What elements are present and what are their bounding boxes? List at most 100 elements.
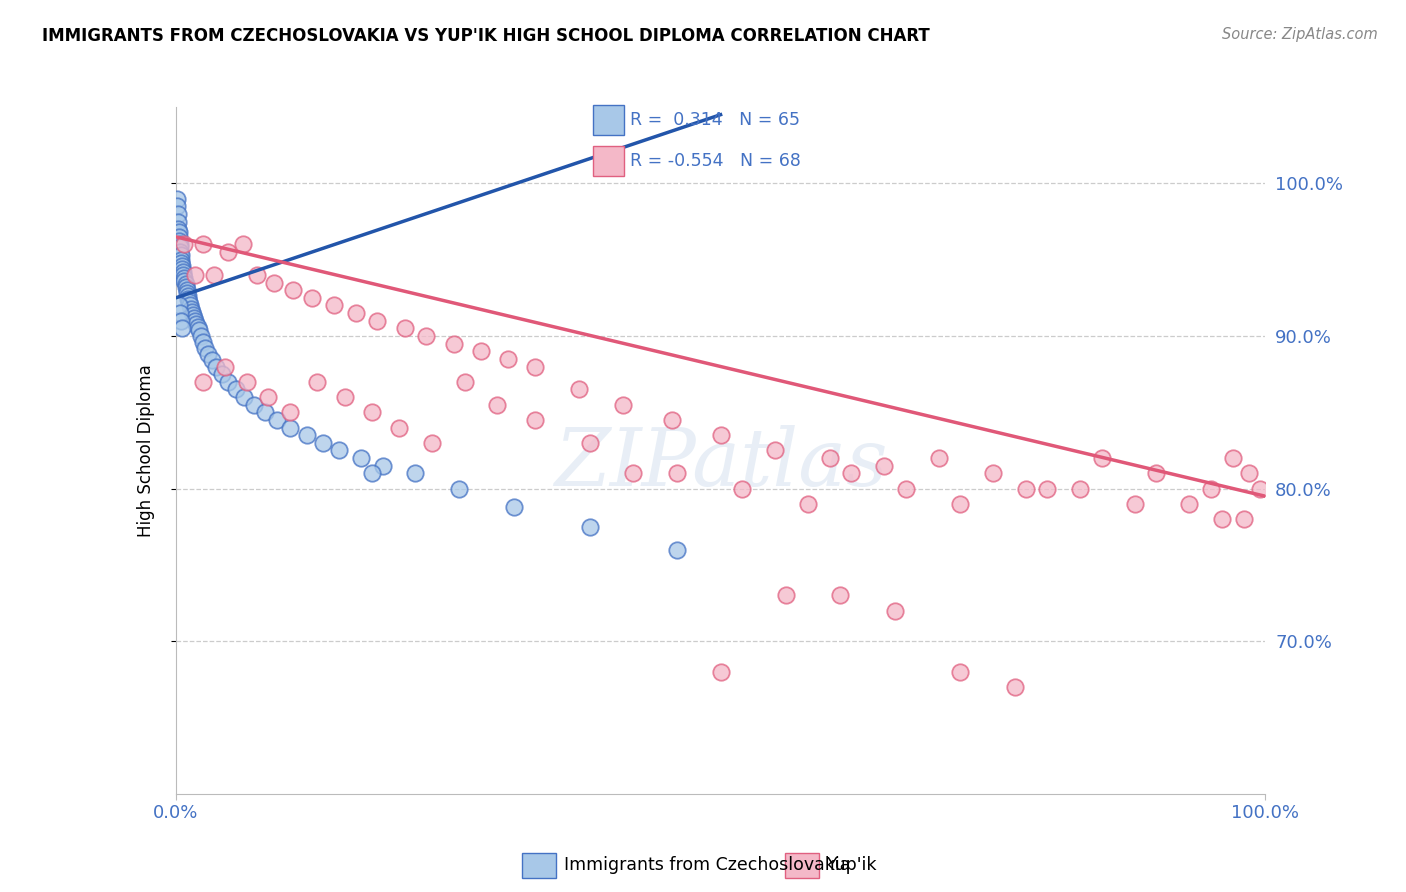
Point: [177, 289, 200, 303]
Point: [172, 268, 194, 282]
Point: [169, 306, 191, 320]
Point: [181, 304, 204, 318]
Point: [312, 435, 335, 450]
Text: Yup'ik: Yup'ik: [827, 856, 877, 874]
Point: [486, 398, 509, 412]
Point: [612, 398, 634, 412]
Point: [173, 271, 195, 285]
Point: [169, 237, 191, 252]
Point: [184, 268, 207, 282]
Point: [710, 665, 733, 679]
Point: [225, 383, 247, 397]
Point: [167, 298, 190, 312]
Point: [283, 283, 305, 297]
Point: [190, 329, 212, 343]
Point: [621, 467, 644, 481]
Text: R = -0.554   N = 68: R = -0.554 N = 68: [630, 152, 801, 169]
Text: IMMIGRANTS FROM CZECHOSLOVAKIA VS YUP'IK HIGH SCHOOL DIPLOMA CORRELATION CHART: IMMIGRANTS FROM CZECHOSLOVAKIA VS YUP'IK…: [42, 27, 929, 45]
Point: [524, 359, 547, 374]
Point: [186, 319, 209, 334]
Point: [170, 314, 193, 328]
Point: [1144, 467, 1167, 481]
Point: [470, 344, 492, 359]
Point: [666, 467, 689, 481]
Point: [841, 467, 863, 481]
Point: [1232, 512, 1256, 526]
Point: [172, 261, 194, 276]
Point: [172, 321, 194, 335]
Point: [1211, 512, 1233, 526]
Point: [176, 283, 198, 297]
Point: [1091, 451, 1114, 466]
Point: [169, 245, 191, 260]
Point: [579, 520, 602, 534]
Point: [172, 259, 194, 273]
Point: [243, 398, 266, 412]
Point: [830, 589, 852, 603]
Point: [360, 405, 382, 419]
Point: [884, 604, 907, 618]
Point: [415, 329, 437, 343]
Point: [443, 336, 465, 351]
Point: [201, 353, 224, 368]
Point: [183, 310, 205, 325]
Point: [568, 383, 591, 397]
Text: R =  0.314   N = 65: R = 0.314 N = 65: [630, 112, 800, 129]
Point: [191, 375, 214, 389]
Point: [187, 323, 209, 337]
Point: [181, 308, 204, 322]
Point: [235, 375, 257, 389]
Bar: [522, 853, 557, 878]
Point: [176, 286, 198, 301]
Point: [217, 375, 239, 389]
Point: [949, 665, 972, 679]
Point: [894, 482, 917, 496]
Point: [186, 317, 208, 331]
Point: [818, 451, 841, 466]
Point: [873, 458, 896, 473]
Point: [1036, 482, 1059, 496]
Point: [796, 497, 818, 511]
Point: [307, 375, 329, 389]
Point: [211, 367, 233, 381]
Point: [166, 199, 188, 213]
Text: Immigrants from Czechoslovakia: Immigrants from Czechoslovakia: [564, 856, 851, 874]
Point: [447, 482, 470, 496]
Point: [266, 413, 288, 427]
Point: [328, 443, 350, 458]
Point: [453, 375, 475, 389]
Point: [214, 359, 236, 374]
Point: [233, 390, 256, 404]
Point: [333, 390, 356, 404]
Point: [167, 207, 190, 221]
Point: [524, 413, 547, 427]
Point: [167, 222, 190, 236]
Point: [194, 341, 217, 355]
Point: [350, 451, 373, 466]
Point: [170, 252, 193, 267]
Point: [366, 314, 388, 328]
Point: [420, 435, 443, 450]
Point: [278, 405, 301, 419]
Point: [579, 435, 602, 450]
Point: [169, 240, 191, 254]
Point: [184, 314, 207, 328]
Point: [496, 351, 519, 366]
Point: [254, 405, 277, 419]
Point: [949, 497, 972, 511]
Y-axis label: High School Diploma: High School Diploma: [136, 364, 155, 537]
Point: [731, 482, 754, 496]
Point: [1237, 467, 1260, 481]
Point: [394, 321, 416, 335]
Point: [167, 225, 190, 239]
Point: [177, 293, 200, 307]
Point: [246, 268, 269, 282]
Point: [1249, 482, 1271, 496]
Point: [1015, 482, 1038, 496]
Point: [263, 276, 285, 290]
Point: [1123, 497, 1146, 511]
Text: ZIPatlas: ZIPatlas: [554, 425, 887, 503]
Point: [170, 256, 193, 270]
Point: [666, 542, 689, 557]
Point: [661, 413, 683, 427]
